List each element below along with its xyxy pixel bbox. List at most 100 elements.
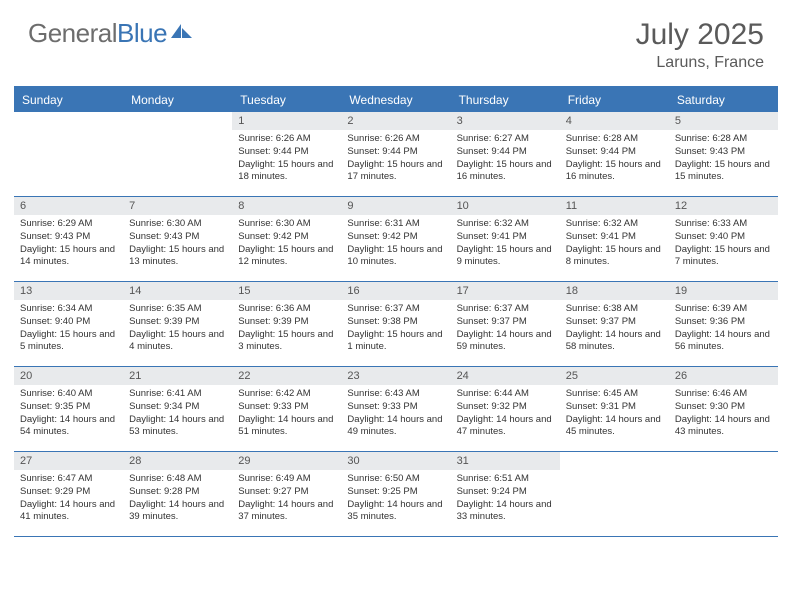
sunset-line: Sunset: 9:34 PM	[129, 401, 226, 414]
daylight-line: Daylight: 15 hours and 1 minute.	[347, 329, 444, 355]
day-number: 17	[451, 282, 560, 300]
daylight-label: Daylight:	[457, 244, 494, 255]
sunrise-value: 6:42 AM	[276, 388, 311, 399]
sunrise-value: 6:33 AM	[712, 218, 747, 229]
daylight-line: Daylight: 14 hours and 56 minutes.	[675, 329, 772, 355]
sunset-line: Sunset: 9:44 PM	[457, 146, 554, 159]
cell-body: Sunrise: 6:26 AMSunset: 9:44 PMDaylight:…	[232, 130, 341, 188]
location: Laruns, France	[636, 54, 764, 72]
calendar-cell: 29Sunrise: 6:49 AMSunset: 9:27 PMDayligh…	[232, 452, 341, 536]
sunset-label: Sunset:	[129, 486, 161, 497]
day-number: 2	[341, 112, 450, 130]
sunset-value: 9:44 PM	[273, 146, 308, 157]
cell-body: Sunrise: 6:47 AMSunset: 9:29 PMDaylight:…	[14, 470, 123, 528]
daylight-label: Daylight:	[457, 499, 494, 510]
sunset-value: 9:33 PM	[273, 401, 308, 412]
sunset-line: Sunset: 9:38 PM	[347, 316, 444, 329]
sunset-label: Sunset:	[129, 231, 161, 242]
sunset-label: Sunset:	[457, 486, 489, 497]
sunrise-label: Sunrise:	[347, 218, 382, 229]
sunrise-label: Sunrise:	[566, 388, 601, 399]
cell-body: Sunrise: 6:43 AMSunset: 9:33 PMDaylight:…	[341, 385, 450, 443]
sunset-line: Sunset: 9:44 PM	[566, 146, 663, 159]
sunrise-line: Sunrise: 6:42 AM	[238, 388, 335, 401]
cell-body: Sunrise: 6:30 AMSunset: 9:42 PMDaylight:…	[232, 215, 341, 273]
sunset-line: Sunset: 9:40 PM	[20, 316, 117, 329]
sunrise-value: 6:46 AM	[712, 388, 747, 399]
sunset-value: 9:39 PM	[164, 316, 199, 327]
cell-body: Sunrise: 6:37 AMSunset: 9:38 PMDaylight:…	[341, 300, 450, 358]
calendar-cell: 6Sunrise: 6:29 AMSunset: 9:43 PMDaylight…	[14, 197, 123, 281]
sunset-value: 9:40 PM	[55, 316, 90, 327]
sunset-value: 9:44 PM	[601, 146, 636, 157]
daylight-line: Daylight: 14 hours and 54 minutes.	[20, 414, 117, 440]
daylight-label: Daylight:	[675, 329, 712, 340]
day-number: 27	[14, 452, 123, 470]
sunset-value: 9:43 PM	[164, 231, 199, 242]
sunrise-label: Sunrise:	[129, 303, 164, 314]
sunset-value: 9:33 PM	[382, 401, 417, 412]
month-title: July 2025	[636, 18, 764, 52]
sunrise-label: Sunrise:	[129, 388, 164, 399]
sunset-value: 9:24 PM	[491, 486, 526, 497]
daylight-line: Daylight: 15 hours and 12 minutes.	[238, 244, 335, 270]
daylight-line: Daylight: 15 hours and 4 minutes.	[129, 329, 226, 355]
sunset-line: Sunset: 9:37 PM	[566, 316, 663, 329]
sunrise-label: Sunrise:	[238, 388, 273, 399]
cell-body: Sunrise: 6:32 AMSunset: 9:41 PMDaylight:…	[560, 215, 669, 273]
cell-body: Sunrise: 6:28 AMSunset: 9:43 PMDaylight:…	[669, 130, 778, 188]
daylight-line: Daylight: 15 hours and 16 minutes.	[457, 159, 554, 185]
sunset-value: 9:36 PM	[710, 316, 745, 327]
calendar-cell	[14, 112, 123, 196]
calendar-cell: 10Sunrise: 6:32 AMSunset: 9:41 PMDayligh…	[451, 197, 560, 281]
sunset-line: Sunset: 9:43 PM	[675, 146, 772, 159]
daylight-label: Daylight:	[566, 329, 603, 340]
sunrise-value: 6:26 AM	[385, 133, 420, 144]
daylight-label: Daylight:	[566, 244, 603, 255]
day-number: 8	[232, 197, 341, 215]
cell-body: Sunrise: 6:30 AMSunset: 9:43 PMDaylight:…	[123, 215, 232, 273]
daylight-label: Daylight:	[20, 244, 57, 255]
daylight-line: Daylight: 14 hours and 33 minutes.	[457, 499, 554, 525]
sunset-line: Sunset: 9:24 PM	[457, 486, 554, 499]
day-number: 11	[560, 197, 669, 215]
calendar-cell	[123, 112, 232, 196]
sunset-label: Sunset:	[238, 486, 270, 497]
sunset-label: Sunset:	[457, 401, 489, 412]
sunrise-line: Sunrise: 6:27 AM	[457, 133, 554, 146]
sunset-line: Sunset: 9:25 PM	[347, 486, 444, 499]
sunset-line: Sunset: 9:36 PM	[675, 316, 772, 329]
day-number: 24	[451, 367, 560, 385]
calendar-cell: 13Sunrise: 6:34 AMSunset: 9:40 PMDayligh…	[14, 282, 123, 366]
daylight-label: Daylight:	[347, 329, 384, 340]
cell-body: Sunrise: 6:39 AMSunset: 9:36 PMDaylight:…	[669, 300, 778, 358]
sunset-value: 9:29 PM	[55, 486, 90, 497]
sunrise-line: Sunrise: 6:48 AM	[129, 473, 226, 486]
cell-body: Sunrise: 6:26 AMSunset: 9:44 PMDaylight:…	[341, 130, 450, 188]
sunrise-line: Sunrise: 6:30 AM	[129, 218, 226, 231]
sunrise-label: Sunrise:	[675, 218, 710, 229]
day-number: 22	[232, 367, 341, 385]
daylight-label: Daylight:	[566, 414, 603, 425]
cell-body: Sunrise: 6:46 AMSunset: 9:30 PMDaylight:…	[669, 385, 778, 443]
daylight-label: Daylight:	[238, 499, 275, 510]
sunrise-line: Sunrise: 6:26 AM	[238, 133, 335, 146]
sunset-value: 9:25 PM	[382, 486, 417, 497]
day-number: 12	[669, 197, 778, 215]
calendar-cell: 11Sunrise: 6:32 AMSunset: 9:41 PMDayligh…	[560, 197, 669, 281]
calendar: SundayMondayTuesdayWednesdayThursdayFrid…	[14, 86, 778, 537]
cell-body: Sunrise: 6:42 AMSunset: 9:33 PMDaylight:…	[232, 385, 341, 443]
cell-body: Sunrise: 6:50 AMSunset: 9:25 PMDaylight:…	[341, 470, 450, 528]
daylight-line: Daylight: 15 hours and 16 minutes.	[566, 159, 663, 185]
daylight-line: Daylight: 15 hours and 8 minutes.	[566, 244, 663, 270]
sunrise-label: Sunrise:	[238, 303, 273, 314]
sunrise-line: Sunrise: 6:35 AM	[129, 303, 226, 316]
sunrise-label: Sunrise:	[347, 473, 382, 484]
day-number: 21	[123, 367, 232, 385]
calendar-cell: 21Sunrise: 6:41 AMSunset: 9:34 PMDayligh…	[123, 367, 232, 451]
day-number: 13	[14, 282, 123, 300]
daylight-label: Daylight:	[20, 499, 57, 510]
sunset-label: Sunset:	[457, 146, 489, 157]
sunset-label: Sunset:	[347, 146, 379, 157]
sunrise-line: Sunrise: 6:28 AM	[566, 133, 663, 146]
